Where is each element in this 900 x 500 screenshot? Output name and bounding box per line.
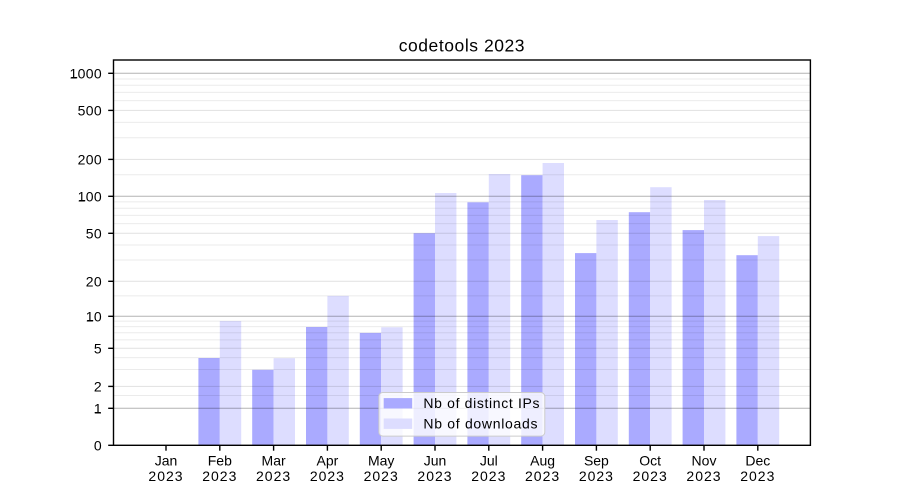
svg-text:50: 50 — [86, 225, 102, 241]
svg-text:Sep: Sep — [584, 452, 609, 468]
svg-text:2023: 2023 — [417, 468, 452, 484]
svg-text:20: 20 — [86, 273, 102, 289]
svg-text:Apr: Apr — [317, 452, 339, 468]
svg-text:0: 0 — [94, 437, 102, 453]
svg-text:2: 2 — [94, 378, 102, 394]
svg-text:Jul: Jul — [480, 452, 498, 468]
svg-text:May: May — [368, 452, 394, 468]
svg-text:codetools 2023: codetools 2023 — [399, 36, 525, 56]
svg-text:Feb: Feb — [208, 452, 232, 468]
svg-text:1: 1 — [94, 400, 102, 416]
svg-text:Jan: Jan — [155, 452, 178, 468]
svg-text:1000: 1000 — [69, 65, 102, 81]
svg-text:10: 10 — [86, 308, 102, 324]
svg-text:Oct: Oct — [639, 452, 661, 468]
svg-text:Aug: Aug — [530, 452, 555, 468]
svg-text:2023: 2023 — [686, 468, 721, 484]
svg-text:2023: 2023 — [256, 468, 291, 484]
svg-text:2023: 2023 — [579, 468, 614, 484]
svg-text:5: 5 — [94, 340, 102, 356]
svg-text:2023: 2023 — [310, 468, 345, 484]
svg-text:2023: 2023 — [471, 468, 506, 484]
svg-text:Jun: Jun — [424, 452, 447, 468]
svg-text:Nov: Nov — [692, 452, 717, 468]
svg-text:Mar: Mar — [262, 452, 286, 468]
svg-text:2023: 2023 — [202, 468, 237, 484]
svg-text:200: 200 — [78, 151, 102, 167]
svg-text:Dec: Dec — [745, 452, 770, 468]
svg-text:2023: 2023 — [633, 468, 668, 484]
svg-text:Nb of distinct IPs: Nb of distinct IPs — [423, 395, 540, 411]
svg-text:2023: 2023 — [148, 468, 183, 484]
svg-text:2023: 2023 — [525, 468, 560, 484]
svg-text:2023: 2023 — [740, 468, 775, 484]
svg-text:2023: 2023 — [364, 468, 399, 484]
svg-text:Nb of downloads: Nb of downloads — [423, 416, 538, 432]
svg-text:500: 500 — [78, 102, 102, 118]
svg-text:100: 100 — [78, 188, 102, 204]
